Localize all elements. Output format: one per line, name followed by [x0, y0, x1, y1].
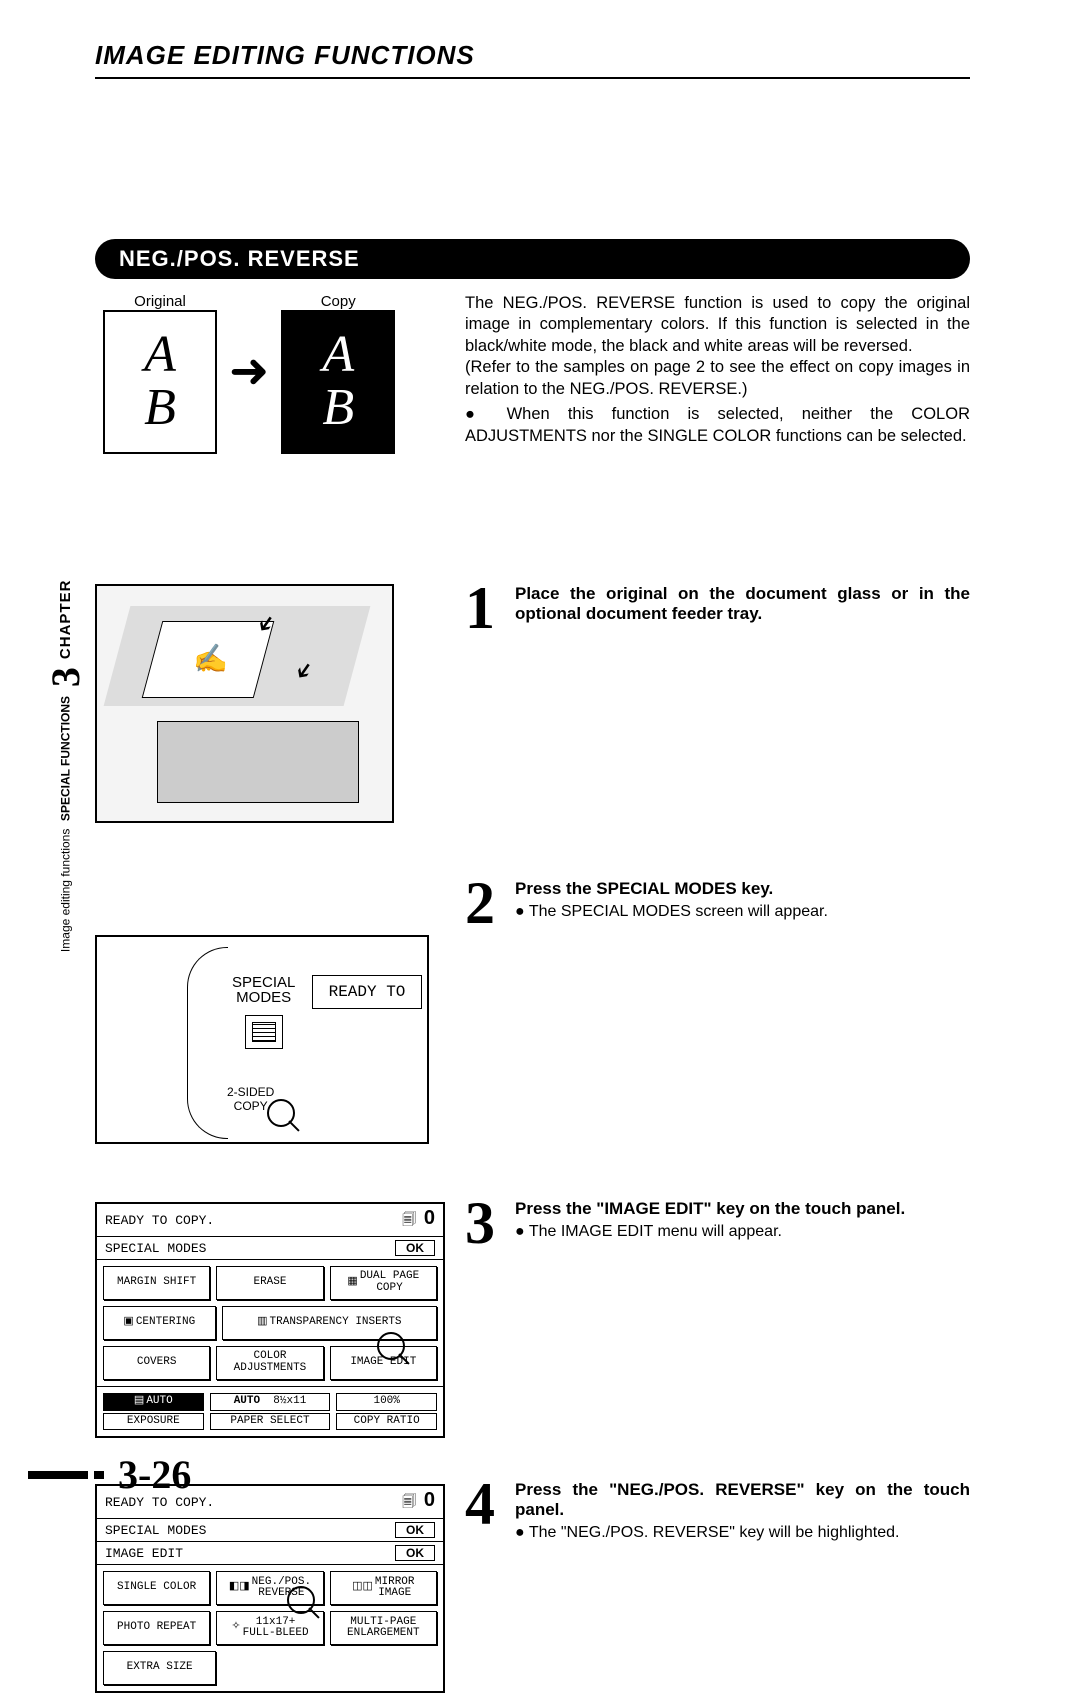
copy-label: Copy [281, 293, 395, 310]
original-glyph-b: B [144, 385, 176, 432]
page-footer: 3-26 [28, 1451, 191, 1498]
step-number-2: 2 [465, 879, 515, 1144]
extra-size-button[interactable]: EXTRA SIZE [103, 1651, 216, 1685]
centering-button[interactable]: ▣CENTERING [103, 1306, 216, 1340]
ok-button[interactable]: OK [395, 1522, 435, 1538]
arrow-icon: ➜ [229, 343, 269, 399]
down-arrow-icon: ➔ [288, 656, 320, 686]
lcd-subheader: SPECIAL MODES [105, 1523, 206, 1538]
sidebar-chapter-label: Image editing functions SPECIAL FUNCTION… [42, 580, 89, 952]
step-number-3: 3 [465, 1199, 515, 1438]
lcd-counter: 0 [424, 1489, 435, 1511]
footer-bar-icon [28, 1471, 88, 1479]
magnifier-icon [267, 1099, 303, 1135]
intro-bullet: When this function is selected, neither … [465, 404, 970, 447]
tray-icon: 🗐 [402, 1213, 416, 1229]
title-rule [95, 77, 970, 79]
exposure-button[interactable]: EXPOSURE [103, 1413, 204, 1431]
figure-lcd-special-modes: READY TO COPY. 🗐 0 SPECIAL MODES OK MARG… [95, 1202, 445, 1438]
ok-button[interactable]: OK [395, 1240, 435, 1256]
figure-special-modes-panel: SPECIAL MODES READY TO 2-SIDEDCOPY [95, 935, 429, 1144]
exposure-icon: ▤ [134, 1395, 144, 1407]
auto-indicator: ▤AUTO [103, 1393, 204, 1411]
paper-size-indicator: AUTO 8½x11 [210, 1393, 331, 1411]
margin-shift-button[interactable]: MARGIN SHIFT [103, 1266, 210, 1300]
transparency-icon: ▥ [257, 1317, 267, 1329]
page-icon [142, 621, 275, 698]
ratio-indicator: 100% [336, 1393, 437, 1411]
mirror-icon: ◫◫ [352, 1582, 373, 1594]
intro-paragraph-2: (Refer to the samples on page 2 to see t… [465, 358, 970, 397]
lcd-counter: 0 [424, 1207, 435, 1229]
copy-glyph-b: B [322, 385, 354, 432]
copy-ratio-button[interactable]: COPY RATIO [336, 1413, 437, 1431]
covers-button[interactable]: COVERS [103, 1346, 210, 1380]
sidebar-sub2: Image editing functions [59, 829, 73, 952]
original-sample-box: A B [103, 310, 217, 454]
panel-ready-label: READY TO [312, 975, 422, 1009]
fullbleed-icon: ✧ [231, 1622, 240, 1634]
step-1-title: Place the original on the document glass… [515, 584, 970, 624]
step-number-1: 1 [465, 584, 515, 823]
dual-page-button[interactable]: ▦DUAL PAGE COPY [330, 1266, 437, 1300]
original-glyph-a: A [144, 332, 176, 379]
magnifier-icon [377, 1332, 413, 1368]
sidebar-chapter-word: CHAPTER [57, 580, 74, 660]
lcd-subheader-2: IMAGE EDIT [105, 1546, 183, 1561]
sidebar-sub1: SPECIAL FUNCTIONS [59, 696, 73, 821]
section-bar: NEG./POS. REVERSE [95, 239, 970, 279]
lcd-subheader: SPECIAL MODES [105, 1241, 206, 1256]
centering-icon: ▣ [123, 1317, 133, 1329]
page-title: IMAGE EDITING FUNCTIONS [95, 40, 970, 71]
copy-sample-box: A B [281, 310, 395, 454]
page-number: 3-26 [118, 1451, 191, 1498]
dual-page-icon: ▦ [347, 1277, 357, 1289]
step-3-bullet: The IMAGE EDIT menu will appear. [515, 1223, 970, 1241]
magnifier-icon [287, 1586, 323, 1622]
figure-copier: ➔ ➔ [95, 584, 394, 823]
original-label: Original [103, 293, 217, 310]
erase-button[interactable]: ERASE [216, 1266, 323, 1300]
mirror-image-button[interactable]: ◫◫MIRROR IMAGE [330, 1571, 437, 1605]
ok-button[interactable]: OK [395, 1545, 435, 1561]
sample-illustration: Original A B ➜ Copy A B [95, 293, 465, 454]
multi-page-enlargement-button[interactable]: MULTI-PAGE ENLARGEMENT [330, 1611, 437, 1645]
step-3-title: Press the "IMAGE EDIT" key on the touch … [515, 1199, 970, 1219]
intro-paragraph-1: The NEG./POS. REVERSE function is used t… [465, 294, 970, 355]
color-adjustments-button[interactable]: COLOR ADJUSTMENTS [216, 1346, 323, 1380]
photo-repeat-button[interactable]: PHOTO REPEAT [103, 1611, 210, 1645]
tray-icon: 🗐 [402, 1495, 416, 1511]
step-2-title: Press the SPECIAL MODES key. [515, 879, 970, 899]
panel-modes-label: MODES [236, 989, 291, 1006]
footer-bar-icon [94, 1471, 104, 1479]
single-color-button[interactable]: SINGLE COLOR [103, 1571, 210, 1605]
special-modes-button[interactable] [245, 1015, 283, 1049]
lcd-header: READY TO COPY. [105, 1213, 214, 1228]
negpos-icon: ◧◨ [229, 1582, 250, 1594]
figure-lcd-image-edit: READY TO COPY. 🗐 0 SPECIAL MODES OK IMAG… [95, 1484, 445, 1693]
sidebar-chapter-number: 3 [42, 668, 89, 688]
paper-select-button[interactable]: PAPER SELECT [210, 1413, 331, 1431]
step-number-4: 4 [465, 1480, 515, 1693]
step-4-bullet: The "NEG./POS. REVERSE" key will be high… [515, 1524, 970, 1542]
copy-glyph-a: A [322, 332, 354, 379]
step-2-bullet: The SPECIAL MODES screen will appear. [515, 903, 970, 921]
step-4-title: Press the "NEG./POS. REVERSE" key on the… [515, 1480, 970, 1520]
